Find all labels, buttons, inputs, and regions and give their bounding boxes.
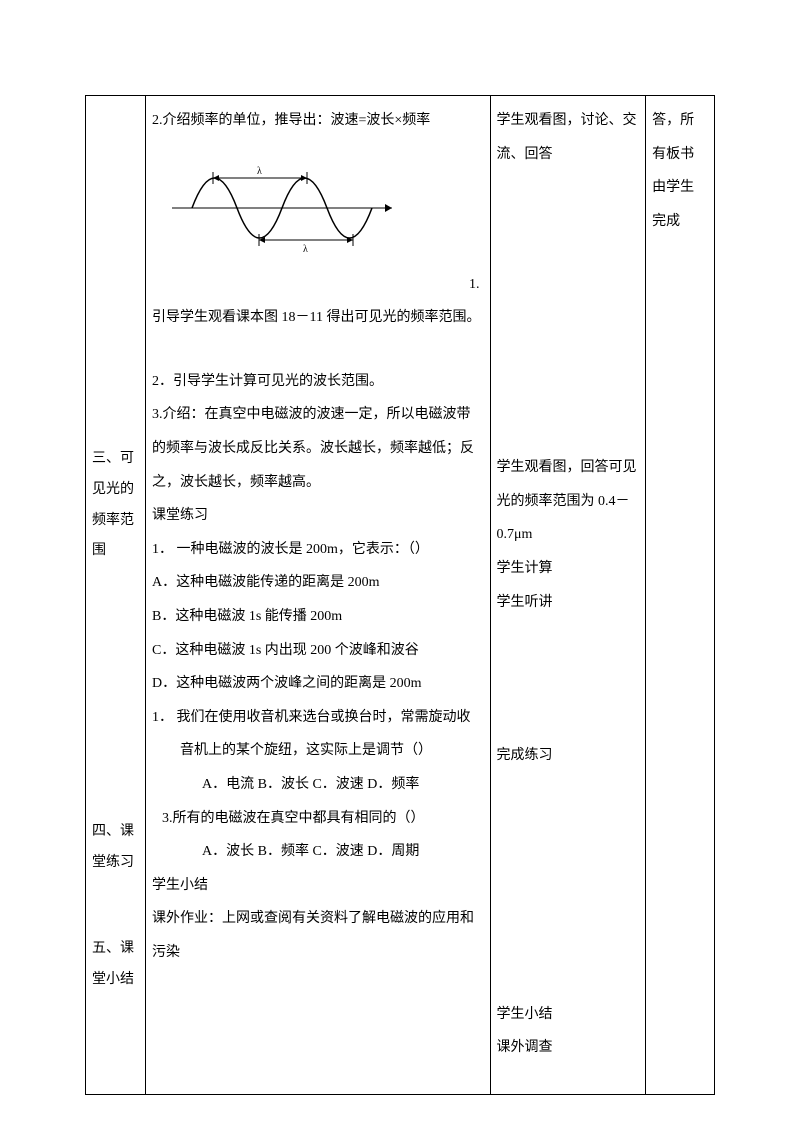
lesson-table: 三、可见光的频率范围 四、课堂练习 五、课堂小结 2.介绍频率的单位，推导出：波…	[85, 95, 715, 1095]
question-3: 3.所有的电磁波在真空中都具有相同的（）	[152, 802, 484, 836]
column-teacher-content: 2.介绍频率的单位，推导出：波速=波长×频率 λ λ 1. 引导学生观看课本图 …	[146, 96, 491, 1095]
column-section-labels: 三、可见光的频率范围 四、课堂练习 五、课堂小结	[86, 96, 146, 1095]
mark-one: 1.	[152, 268, 484, 302]
text-calc-wavelength: 2．引导学生计算可见光的波长范围。	[152, 365, 484, 399]
activity-listen: 学生听讲	[497, 586, 640, 620]
text-frequency-intro: 2.介绍频率的单位，推导出：波速=波长×频率	[152, 104, 484, 138]
activity-observe-answer: 学生观看图，回答可见光的频率范围为 0.4－0.7μm	[497, 451, 640, 552]
option-1c: C．这种电磁波 1s 内出现 200 个波峰和波谷	[152, 634, 484, 668]
text-student-summary: 学生小结	[152, 869, 484, 903]
activity-exercise: 完成练习	[497, 739, 640, 773]
activity-observe-discuss: 学生观看图，讨论、交流、回答	[497, 104, 640, 171]
wavelength-diagram: λ λ	[167, 148, 407, 268]
options-3: A．波长 B．频率 C．波速 D．周期	[152, 835, 484, 869]
activity-summary: 学生小结	[497, 998, 640, 1032]
section-4-label: 四、课堂练习	[92, 817, 139, 879]
column-student-activity: 学生观看图，讨论、交流、回答 学生观看图，回答可见光的频率范围为 0.4－0.7…	[490, 96, 646, 1095]
section-5-label: 五、课堂小结	[92, 934, 139, 996]
note-board-writing: 答，所有板书由学生完成	[652, 104, 708, 238]
text-observe-figure: 引导学生观看课本图 18－11 得出可见光的频率范围。	[152, 301, 484, 335]
activity-calculate: 学生计算	[497, 552, 640, 586]
question-1: 1． 一种电磁波的波长是 200m，它表示：（）	[152, 533, 484, 567]
option-1b: B．这种电磁波 1s 能传播 200m	[152, 600, 484, 634]
lambda-label-bottom: λ	[303, 244, 308, 255]
option-1d: D．这种电磁波两个波峰之间的距离是 200m	[152, 667, 484, 701]
text-exercise-title: 课堂练习	[152, 499, 484, 533]
text-inverse-relation: 3.介绍：在真空中电磁波的波速一定，所以电磁波带的频率与波长成反比关系。波长越长…	[152, 398, 484, 499]
options-2: A．电流 B．波长 C．波速 D．频率	[152, 768, 484, 802]
question-2: 1． 我们在使用收音机来选台或换台时，常需旋动收音机上的某个旋纽，这实际上是调节…	[152, 701, 484, 768]
text-homework: 课外作业：上网或查阅有关资料了解电磁波的应用和污染	[152, 902, 484, 969]
activity-investigation: 课外调查	[497, 1031, 640, 1065]
option-1a: A．这种电磁波能传递的距离是 200m	[152, 566, 484, 600]
lambda-label-top: λ	[257, 166, 262, 177]
section-3-label: 三、可见光的频率范围	[92, 444, 139, 567]
column-notes: 答，所有板书由学生完成	[646, 96, 715, 1095]
